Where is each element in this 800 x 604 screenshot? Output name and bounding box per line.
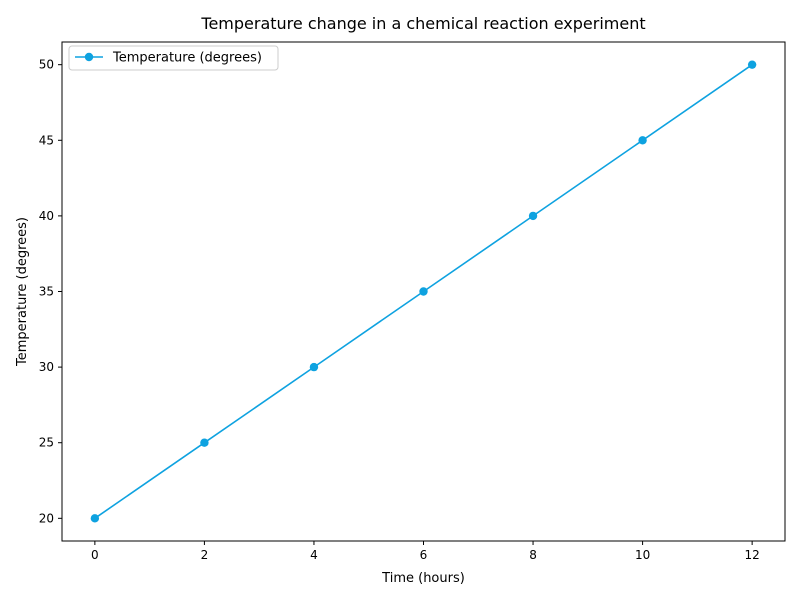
legend: Temperature (degrees) [68,45,279,71]
data-point [747,60,757,69]
data-point [638,136,647,145]
x-tick-label: 0 [91,548,99,562]
x-tick-label: 12 [744,548,759,562]
data-point [419,287,428,296]
y-tick-label: 45 [39,133,54,147]
y-tick-label: 50 [39,58,54,72]
y-tick-label: 25 [39,436,54,450]
x-tick-label: 2 [201,548,209,562]
y-axis-label: Temperature (degrees) [15,217,30,367]
y-tick-label: 30 [39,360,54,374]
legend-box [68,45,279,71]
data-point [309,362,319,372]
series-layer [90,60,757,523]
y-tick-label: 35 [39,285,54,299]
data-point [200,438,209,447]
x-axis-label: Time (hours) [381,571,465,586]
data-point [90,514,100,523]
x-axis-ticks: 0 2 4 6 8 10 12 [91,541,760,562]
x-tick-label: 6 [420,548,428,562]
x-tick-label: 4 [310,548,318,562]
chart-title: Temperature change in a chemical reactio… [200,14,645,33]
y-tick-label: 40 [39,209,54,223]
y-axis-ticks: 20 25 30 35 40 45 50 [39,58,62,525]
y-tick-label: 20 [39,511,54,525]
data-point [528,211,538,221]
legend-label: Temperature (degrees) [112,51,262,66]
x-tick-label: 10 [635,548,650,562]
legend-marker-swatch [84,52,94,62]
x-tick-label: 8 [529,548,537,562]
